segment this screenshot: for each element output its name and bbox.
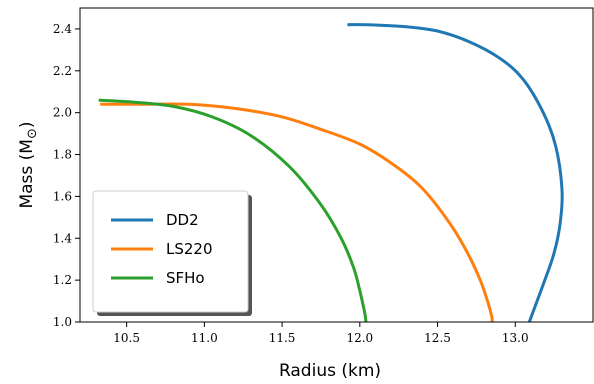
y-tick-label: 1.8 <box>53 148 72 162</box>
y-axis: 1.0 1.2 1.4 1.6 1.8 2.0 2.2 2.4 <box>53 22 80 329</box>
x-tick-label: 11.5 <box>269 331 296 345</box>
y-axis-label-main: Mass (M <box>17 139 37 209</box>
series-line-ls220 <box>100 102 494 322</box>
x-tick-label: 12.5 <box>424 331 451 345</box>
x-tick-label: 12.0 <box>346 331 373 345</box>
x-tick-label: 10.5 <box>113 331 140 345</box>
legend-label-sfho: SFHo <box>166 269 205 287</box>
x-tick-label: 13.0 <box>502 331 529 345</box>
y-tick-label: 2.4 <box>53 22 72 36</box>
legend-label-ls220: LS220 <box>166 240 213 258</box>
plot-area <box>79 7 594 323</box>
y-tick-label: 1.0 <box>53 315 72 329</box>
series-layer <box>98 23 564 322</box>
y-tick-label: 1.2 <box>53 273 72 287</box>
y-axis-label-subscript: ⊙ <box>25 128 40 139</box>
legend: DD2 LS220 SFHo <box>92 190 252 316</box>
legend-items: DD2 LS220 SFHo <box>111 211 213 287</box>
y-tick-label: 1.4 <box>53 231 72 245</box>
y-tick-label: 1.6 <box>53 189 72 203</box>
x-axis: 10.5 11.0 11.5 12.0 12.5 13.0 <box>113 322 529 345</box>
series-line-dd2 <box>347 23 564 322</box>
legend-label-dd2: DD2 <box>166 211 199 229</box>
y-axis-label: Mass (M⊙) <box>17 121 40 208</box>
y-tick-label: 2.2 <box>53 64 72 78</box>
x-axis-label: Radius (km) <box>279 361 381 381</box>
y-tick-label: 2.0 <box>53 106 72 120</box>
x-tick-label: 11.0 <box>191 331 218 345</box>
y-axis-label-suffix: ) <box>17 121 37 128</box>
plot-frame <box>79 7 594 323</box>
series-line-sfho <box>98 98 368 322</box>
